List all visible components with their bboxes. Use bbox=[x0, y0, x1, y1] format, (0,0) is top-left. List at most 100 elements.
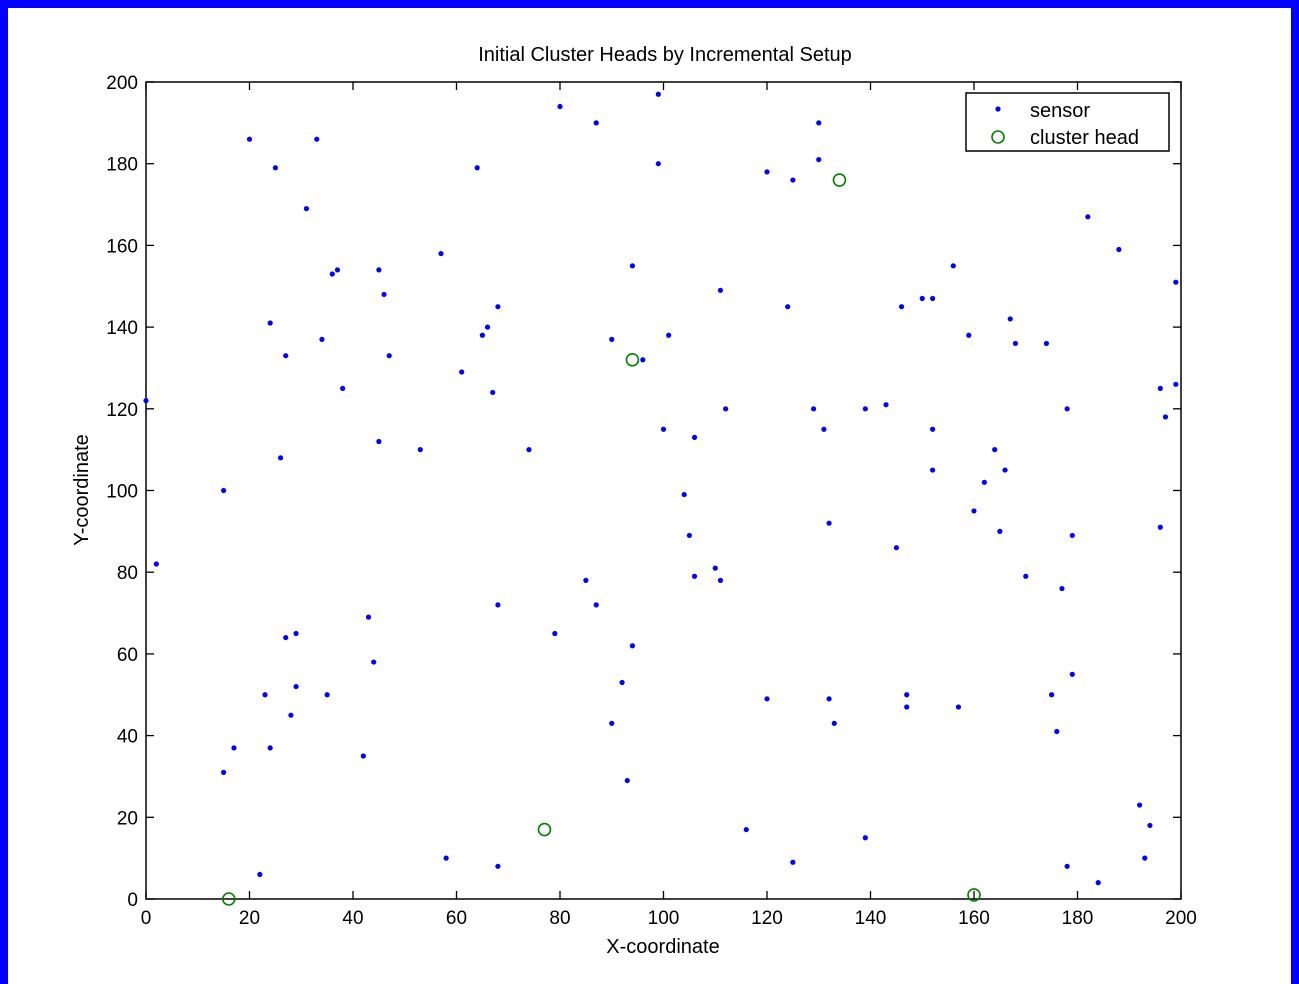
sensor-point bbox=[919, 295, 925, 302]
sensor-point bbox=[1054, 728, 1060, 735]
sensor-point bbox=[723, 406, 729, 412]
legend-box bbox=[965, 92, 1170, 152]
sensor-point bbox=[609, 720, 615, 726]
sensor-point bbox=[484, 324, 491, 330]
sensor-point bbox=[365, 614, 372, 620]
sensor-point bbox=[930, 467, 936, 473]
sensor-point bbox=[153, 561, 159, 567]
sensor-point bbox=[992, 447, 998, 453]
sensor-point bbox=[1007, 316, 1013, 322]
y-tick-label: 80 bbox=[117, 563, 138, 584]
legend-sensor-marker bbox=[995, 106, 1001, 112]
sensor-point bbox=[955, 704, 962, 710]
cluster-head-point bbox=[537, 822, 552, 837]
sensor-point bbox=[790, 859, 796, 865]
sensor-point bbox=[691, 434, 698, 440]
y-tick-label: 20 bbox=[117, 808, 138, 829]
sensor-point bbox=[810, 406, 817, 412]
sensor-point bbox=[288, 712, 294, 718]
sensor-point bbox=[1043, 340, 1050, 347]
sensor-point bbox=[862, 835, 868, 841]
sensor-point bbox=[143, 398, 149, 404]
y-tick-label: 180 bbox=[106, 155, 138, 176]
sensor-point bbox=[629, 643, 636, 649]
sensor-point bbox=[386, 353, 392, 359]
x-tick-label: 200 bbox=[1165, 908, 1197, 929]
sensor-point bbox=[660, 426, 667, 432]
data-points bbox=[143, 91, 1179, 906]
sensor-point bbox=[314, 136, 320, 142]
sensor-point bbox=[883, 402, 889, 408]
sensor-point bbox=[655, 161, 661, 167]
sensor-point bbox=[272, 165, 278, 171]
sensor-point bbox=[1064, 863, 1070, 869]
sensor-point bbox=[1012, 340, 1019, 347]
y-tick-label: 120 bbox=[106, 400, 138, 421]
sensor-point bbox=[376, 267, 382, 273]
sensor-point bbox=[583, 577, 589, 583]
sensor-point bbox=[764, 696, 770, 702]
sensor-point bbox=[785, 304, 791, 310]
sensor-point bbox=[966, 332, 972, 338]
sensor-point bbox=[904, 692, 910, 698]
y-tick-label: 140 bbox=[106, 318, 138, 339]
sensor-point bbox=[552, 630, 558, 637]
cluster-head-point bbox=[222, 892, 236, 906]
legend: sensor cluster head bbox=[965, 92, 1170, 152]
sensor-point bbox=[417, 447, 423, 453]
sensor-point bbox=[1059, 585, 1065, 592]
sensor-point bbox=[293, 630, 299, 637]
sensor-point bbox=[1147, 822, 1153, 829]
sensor-point bbox=[246, 136, 253, 142]
sensor-point bbox=[930, 295, 936, 302]
sensor-point bbox=[277, 455, 284, 461]
sensor-point bbox=[1069, 532, 1075, 539]
sensor-point bbox=[816, 120, 822, 126]
sensor-point bbox=[717, 287, 724, 293]
sensor-point bbox=[981, 479, 987, 485]
chart-title: Initial Cluster Heads by Incremental Set… bbox=[478, 44, 852, 66]
sensor-point bbox=[593, 602, 599, 608]
sensor-point bbox=[862, 406, 868, 412]
sensor-point bbox=[474, 165, 480, 171]
sensor-point bbox=[526, 447, 532, 453]
legend-cluster-head-label: cluster head bbox=[1030, 127, 1139, 149]
x-tick-label: 0 bbox=[141, 908, 152, 929]
y-tick-label: 0 bbox=[127, 890, 138, 911]
sensor-point bbox=[826, 696, 832, 702]
sensor-point bbox=[971, 508, 977, 514]
y-axis: 0 20 40 60 80 100 120 140 160 180 200 bbox=[106, 73, 1181, 911]
sensor-point bbox=[283, 353, 289, 359]
sensor-point bbox=[1116, 246, 1122, 253]
sensor-point bbox=[826, 520, 832, 526]
y-tick-label: 100 bbox=[106, 482, 138, 503]
x-tick-label: 160 bbox=[958, 908, 990, 929]
cluster-head-point bbox=[832, 173, 847, 187]
sensor-point bbox=[624, 777, 630, 784]
sensor-point bbox=[950, 263, 956, 269]
sensor-point bbox=[593, 120, 599, 126]
y-tick-label: 40 bbox=[117, 727, 138, 748]
x-tick-label: 80 bbox=[549, 908, 570, 929]
cluster-head-point bbox=[967, 888, 981, 902]
sensor-point bbox=[371, 659, 377, 665]
sensor-point bbox=[319, 336, 325, 342]
sensor-point bbox=[764, 169, 770, 175]
sensor-point bbox=[459, 369, 465, 375]
scatter-chart: Initial Cluster Heads by Incremental Set… bbox=[71, 44, 1197, 958]
sensor-point bbox=[1142, 855, 1148, 861]
sensor-point bbox=[893, 545, 899, 551]
sensor-point bbox=[686, 532, 692, 539]
sensor-point bbox=[898, 304, 905, 310]
sensor-point bbox=[681, 491, 687, 498]
sensor-point bbox=[443, 855, 449, 861]
x-tick-label: 60 bbox=[446, 908, 467, 929]
x-tick-label: 40 bbox=[342, 908, 363, 929]
sensor-point bbox=[360, 753, 366, 759]
sensor-point bbox=[495, 863, 501, 869]
figure-window: Initial Cluster Heads by Incremental Set… bbox=[8, 8, 1291, 984]
x-axis: 0 20 40 60 80 100 120 140 160 180 200 bbox=[141, 82, 1197, 929]
sensor-point bbox=[1023, 573, 1029, 579]
sensor-point bbox=[324, 692, 330, 698]
legend-sensor-label: sensor bbox=[1030, 100, 1090, 122]
